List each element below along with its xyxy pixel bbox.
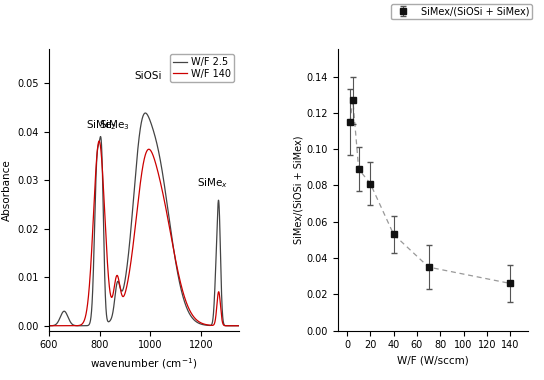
W/F 2.5 bbox=[78, 323, 84, 328]
Line: W/F 2.5: W/F 2.5 bbox=[46, 113, 246, 326]
W/F 140 bbox=[96, 139, 102, 143]
Y-axis label: Absorbance: Absorbance bbox=[2, 159, 12, 221]
Legend: W/F 2.5, W/F 140: W/F 2.5, W/F 140 bbox=[170, 54, 234, 82]
W/F 2.5 bbox=[142, 111, 149, 115]
W/F 2.5 bbox=[218, 276, 224, 281]
W/F 140 bbox=[120, 294, 127, 299]
Line: W/F 140: W/F 140 bbox=[46, 141, 246, 326]
W/F 2.5 bbox=[128, 216, 135, 221]
W/F 2.5 bbox=[243, 323, 250, 328]
W/F 140 bbox=[128, 252, 135, 257]
Legend: SiMex/(SiOSi + SiMex): SiMex/(SiOSi + SiMex) bbox=[391, 4, 533, 19]
Text: SiMe$_x$: SiMe$_x$ bbox=[197, 176, 228, 190]
W/F 2.5 bbox=[66, 318, 72, 322]
W/F 140 bbox=[43, 323, 50, 328]
Text: SiMe$_2$: SiMe$_2$ bbox=[86, 118, 117, 132]
Text: SiMe$_3$: SiMe$_3$ bbox=[99, 118, 130, 132]
W/F 2.5 bbox=[43, 323, 50, 328]
W/F 2.5 bbox=[239, 323, 246, 328]
Text: SiOSi: SiOSi bbox=[134, 71, 162, 81]
W/F 140 bbox=[243, 323, 250, 328]
W/F 140 bbox=[78, 323, 84, 327]
X-axis label: W/F (W/sccm): W/F (W/sccm) bbox=[397, 356, 468, 366]
W/F 140 bbox=[218, 310, 224, 315]
X-axis label: wavenumber (cm$^{-1}$): wavenumber (cm$^{-1}$) bbox=[90, 356, 197, 370]
W/F 2.5 bbox=[120, 287, 126, 291]
W/F 140 bbox=[239, 323, 246, 328]
W/F 140 bbox=[66, 323, 72, 328]
Y-axis label: SiMex/(SiOSi + SiMex): SiMex/(SiOSi + SiMex) bbox=[294, 136, 304, 244]
